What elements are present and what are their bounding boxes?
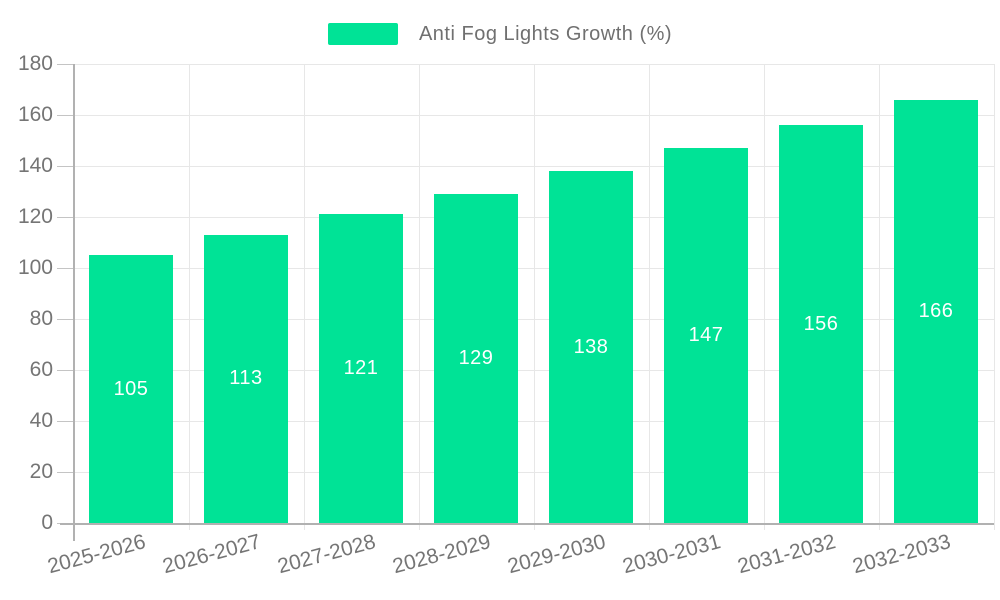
x-axis-label: 2030-2031 (619, 530, 723, 579)
y-axis-tick (57, 115, 74, 116)
x-axis-tick (763, 523, 765, 530)
bar-value-label: 105 (113, 377, 149, 400)
y-axis-label: 80 (29, 307, 53, 330)
bar[interactable]: 121 (319, 214, 403, 523)
x-axis-tick (648, 523, 650, 530)
y-axis-label: 0 (41, 511, 53, 534)
x-axis-tick (418, 523, 420, 530)
x-axis-tick (993, 523, 995, 530)
bar[interactable]: 147 (664, 148, 748, 523)
x-axis-label: 2028-2029 (389, 530, 493, 579)
bar[interactable]: 138 (549, 171, 633, 523)
gridline-vertical (303, 64, 305, 523)
x-axis-tick (303, 523, 305, 530)
gridline-vertical (993, 64, 995, 523)
bar-value-label: 129 (458, 347, 494, 370)
y-axis-tick (57, 472, 74, 473)
bar[interactable]: 129 (434, 194, 518, 523)
y-axis-line (72, 64, 75, 541)
gridline-vertical (188, 64, 190, 523)
bar-value-label: 166 (918, 299, 954, 322)
y-axis-label: 100 (17, 256, 53, 279)
gridline-vertical (878, 64, 880, 523)
x-axis-tick (188, 523, 190, 530)
bar[interactable]: 166 (894, 99, 978, 523)
x-axis-label: 2029-2030 (504, 530, 608, 579)
bar[interactable]: 105 (89, 255, 173, 523)
y-axis-tick (57, 166, 74, 167)
y-axis-tick (57, 370, 74, 371)
y-axis-label: 120 (17, 205, 53, 228)
bar[interactable]: 156 (779, 125, 863, 523)
bar-value-label: 138 (573, 335, 609, 358)
x-axis-label: 2027-2028 (274, 530, 378, 579)
legend-swatch (327, 23, 398, 45)
y-axis-label: 140 (17, 154, 53, 177)
x-axis-tick (878, 523, 880, 530)
y-axis-tick (57, 319, 74, 320)
y-axis-tick (57, 217, 74, 218)
gridline-vertical (533, 64, 535, 523)
x-axis-label: 2026-2027 (159, 530, 263, 579)
legend-label: Anti Fog Lights Growth (%) (418, 22, 673, 45)
gridline-vertical (418, 64, 420, 523)
legend[interactable]: Anti Fog Lights Growth (%) (0, 14, 1000, 54)
y-axis-tick (57, 64, 74, 65)
bar-value-label: 156 (803, 312, 839, 335)
gridline-vertical (763, 64, 765, 523)
y-axis-tick (57, 268, 74, 269)
y-axis-label: 40 (29, 409, 53, 432)
x-axis-tick (533, 523, 535, 530)
x-axis-label: 2031-2032 (734, 530, 838, 579)
y-axis-tick (57, 421, 74, 422)
bar-value-label: 113 (229, 367, 263, 390)
y-axis-label: 180 (17, 52, 53, 75)
bar[interactable]: 113 (204, 234, 288, 523)
x-axis-label: 2032-2033 (849, 530, 953, 579)
x-axis-line (59, 523, 994, 525)
gridline-vertical (648, 64, 650, 523)
y-axis-label: 60 (29, 358, 53, 381)
y-axis-label: 20 (29, 460, 53, 483)
x-axis-label: 2025-2026 (44, 530, 148, 579)
y-axis-label: 160 (17, 103, 53, 126)
bar-value-label: 147 (688, 324, 724, 347)
bar-value-label: 121 (343, 357, 379, 380)
